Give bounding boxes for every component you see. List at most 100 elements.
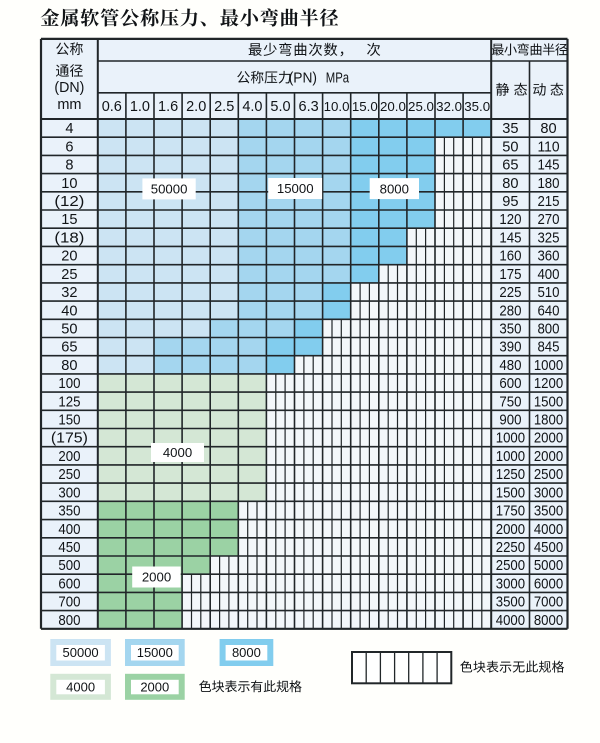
svg-text:3000: 3000 xyxy=(496,576,525,592)
svg-text:600: 600 xyxy=(499,376,521,392)
svg-text:10.0: 10.0 xyxy=(324,99,350,114)
svg-text:800: 800 xyxy=(58,613,80,629)
svg-text:4500: 4500 xyxy=(534,540,563,556)
svg-text:(175): (175) xyxy=(51,431,88,447)
svg-text:1000: 1000 xyxy=(496,431,525,447)
svg-text:50000: 50000 xyxy=(151,182,188,197)
svg-text:2500: 2500 xyxy=(496,558,525,574)
svg-text:1250: 1250 xyxy=(496,467,525,483)
svg-text:360: 360 xyxy=(537,249,559,265)
svg-text:50000: 50000 xyxy=(63,645,99,660)
svg-text:6000: 6000 xyxy=(534,576,563,592)
svg-text:65: 65 xyxy=(502,158,518,174)
svg-text:4000: 4000 xyxy=(534,522,563,538)
svg-text:2000: 2000 xyxy=(534,431,563,447)
svg-text:2500: 2500 xyxy=(534,467,563,483)
svg-text:100: 100 xyxy=(58,376,80,392)
svg-text:1.6: 1.6 xyxy=(158,99,178,115)
svg-text:4: 4 xyxy=(65,121,73,137)
svg-text:15: 15 xyxy=(61,212,77,228)
svg-text:1500: 1500 xyxy=(496,485,525,501)
svg-text:450: 450 xyxy=(58,540,80,556)
svg-text:4000: 4000 xyxy=(163,445,192,460)
svg-text:5000: 5000 xyxy=(534,558,563,574)
svg-text:5.0: 5.0 xyxy=(270,99,290,115)
svg-text:400: 400 xyxy=(58,522,80,538)
svg-text:2.5: 2.5 xyxy=(214,99,234,115)
svg-text:270: 270 xyxy=(537,212,559,228)
svg-text:6.3: 6.3 xyxy=(299,99,319,115)
svg-text:350: 350 xyxy=(58,504,80,520)
svg-text:(DN): (DN) xyxy=(54,80,84,96)
svg-text:180: 180 xyxy=(537,176,559,192)
svg-text:80: 80 xyxy=(540,121,556,137)
svg-text:1.0: 1.0 xyxy=(130,99,150,115)
svg-text:390: 390 xyxy=(499,340,521,356)
svg-text:2.0: 2.0 xyxy=(186,99,206,115)
svg-text:(12): (12) xyxy=(54,194,84,210)
svg-text:3000: 3000 xyxy=(534,485,563,501)
svg-text:800: 800 xyxy=(537,322,559,338)
svg-text:300: 300 xyxy=(58,485,80,501)
svg-text:1800: 1800 xyxy=(534,413,563,429)
svg-text:7000: 7000 xyxy=(534,595,563,611)
svg-text:120: 120 xyxy=(499,212,521,228)
svg-text:480: 480 xyxy=(499,358,521,374)
svg-text:200: 200 xyxy=(58,449,80,465)
svg-text:1500: 1500 xyxy=(534,394,563,410)
svg-text:mm: mm xyxy=(57,97,81,113)
svg-text:35.0: 35.0 xyxy=(464,99,490,114)
svg-text:225: 225 xyxy=(499,285,521,301)
svg-text:640: 640 xyxy=(537,303,559,319)
svg-text:25.0: 25.0 xyxy=(408,99,434,114)
svg-text:150: 150 xyxy=(58,413,80,429)
svg-text:MPa: MPa xyxy=(326,69,350,86)
svg-text:700: 700 xyxy=(58,595,80,611)
svg-text:845: 845 xyxy=(537,340,559,356)
svg-text:350: 350 xyxy=(499,322,521,338)
svg-text:500: 500 xyxy=(58,558,80,574)
svg-text:32.0: 32.0 xyxy=(436,99,462,114)
svg-text:400: 400 xyxy=(537,267,559,283)
svg-text:160: 160 xyxy=(499,249,521,265)
svg-text:325: 325 xyxy=(537,230,559,246)
svg-text:6: 6 xyxy=(65,139,73,155)
svg-text:4000: 4000 xyxy=(496,613,525,629)
svg-text:110: 110 xyxy=(537,139,559,155)
svg-text:280: 280 xyxy=(499,303,521,319)
svg-text:3500: 3500 xyxy=(534,504,563,520)
svg-text:65: 65 xyxy=(61,340,77,356)
svg-text:8000: 8000 xyxy=(534,613,563,629)
svg-text:25: 25 xyxy=(61,267,77,283)
svg-text:4000: 4000 xyxy=(66,679,95,694)
svg-text:15000: 15000 xyxy=(277,181,314,196)
svg-text:10: 10 xyxy=(61,176,77,192)
svg-text:145: 145 xyxy=(499,230,521,246)
svg-text:145: 145 xyxy=(537,158,559,174)
svg-text:80: 80 xyxy=(61,358,77,374)
svg-text:40: 40 xyxy=(61,303,77,319)
svg-text:1000: 1000 xyxy=(496,449,525,465)
svg-text:250: 250 xyxy=(58,467,80,483)
svg-text:(18): (18) xyxy=(54,230,84,246)
svg-text:215: 215 xyxy=(537,194,559,210)
svg-text:4.0: 4.0 xyxy=(242,99,262,115)
svg-text:8000: 8000 xyxy=(232,645,261,660)
svg-text:3500: 3500 xyxy=(496,595,525,611)
svg-text:2000: 2000 xyxy=(534,449,563,465)
svg-text:2250: 2250 xyxy=(496,540,525,556)
svg-text:2000: 2000 xyxy=(140,679,169,694)
svg-text:15000: 15000 xyxy=(137,645,173,660)
svg-text:600: 600 xyxy=(58,576,80,592)
svg-text:15.0: 15.0 xyxy=(352,99,378,114)
svg-text:750: 750 xyxy=(499,394,521,410)
svg-text:1200: 1200 xyxy=(534,376,563,392)
svg-text:80: 80 xyxy=(502,176,518,192)
svg-text:35: 35 xyxy=(502,121,518,137)
svg-text:510: 510 xyxy=(537,285,559,301)
svg-text:900: 900 xyxy=(499,413,521,429)
svg-text:8: 8 xyxy=(65,158,73,174)
svg-text:50: 50 xyxy=(502,139,518,155)
svg-text:1750: 1750 xyxy=(496,504,525,520)
svg-text:95: 95 xyxy=(502,194,518,210)
